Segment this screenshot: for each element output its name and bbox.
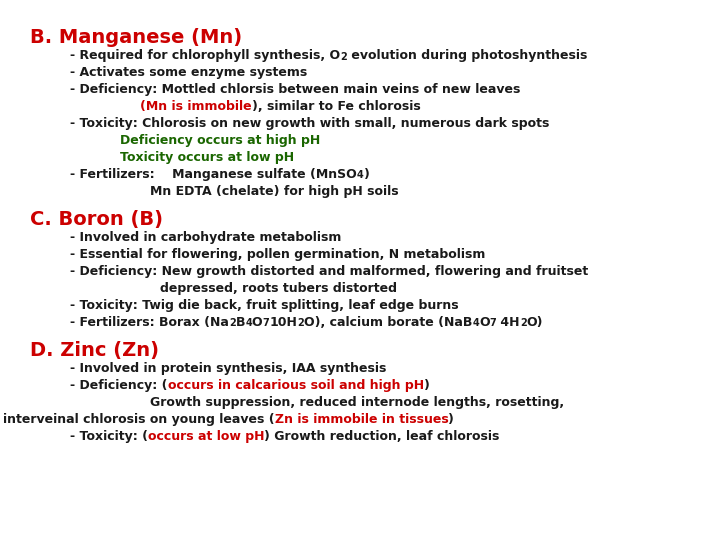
Text: 7: 7 — [263, 319, 269, 328]
Text: ): ) — [449, 413, 454, 426]
Text: occurs at low pH: occurs at low pH — [148, 430, 264, 443]
Text: evolution during photoshynthesis: evolution during photoshynthesis — [347, 49, 588, 62]
Text: C. Boron (B): C. Boron (B) — [30, 210, 163, 229]
Text: ): ) — [423, 379, 430, 392]
Text: 4: 4 — [472, 319, 479, 328]
Text: - Deficiency: (: - Deficiency: ( — [70, 379, 168, 392]
Text: - Fertilizers: Borax (Na: - Fertilizers: Borax (Na — [70, 316, 229, 329]
Text: B. Manganese (Mn): B. Manganese (Mn) — [30, 28, 242, 47]
Text: interveinal chlorosis on young leaves (: interveinal chlorosis on young leaves ( — [3, 413, 274, 426]
Text: 2: 2 — [297, 319, 304, 328]
Text: 7: 7 — [490, 319, 496, 328]
Text: ) Growth reduction, leaf chlorosis: ) Growth reduction, leaf chlorosis — [264, 430, 500, 443]
Text: - Toxicity: Twig die back, fruit splitting, leaf edge burns: - Toxicity: Twig die back, fruit splitti… — [70, 299, 459, 312]
Text: 2: 2 — [229, 319, 235, 328]
Text: - Activates some enzyme systems: - Activates some enzyme systems — [70, 66, 307, 79]
Text: - Essential for flowering, pollen germination, N metabolism: - Essential for flowering, pollen germin… — [70, 248, 485, 261]
Text: O: O — [252, 316, 263, 329]
Text: - Deficiency: New growth distorted and malformed, flowering and fruitset: - Deficiency: New growth distorted and m… — [70, 265, 588, 278]
Text: Zn is immobile in tissues: Zn is immobile in tissues — [274, 413, 449, 426]
Text: - Fertilizers:    Manganese sulfate (MnSO: - Fertilizers: Manganese sulfate (MnSO — [70, 168, 356, 181]
Text: 10H: 10H — [269, 316, 297, 329]
Text: D. Zinc (Zn): D. Zinc (Zn) — [30, 341, 159, 360]
Text: 4: 4 — [356, 171, 364, 180]
Text: 2: 2 — [340, 51, 347, 62]
Text: 2: 2 — [520, 319, 526, 328]
Text: depressed, roots tubers distorted: depressed, roots tubers distorted — [160, 282, 397, 295]
Text: - Deficiency: Mottled chlorsis between main veins of new leaves: - Deficiency: Mottled chlorsis between m… — [70, 83, 521, 96]
Text: - Toxicity: (: - Toxicity: ( — [70, 430, 148, 443]
Text: Toxicity occurs at low pH: Toxicity occurs at low pH — [120, 151, 294, 164]
Text: - Toxicity: Chlorosis on new growth with small, numerous dark spots: - Toxicity: Chlorosis on new growth with… — [70, 117, 549, 130]
Text: O): O) — [526, 316, 543, 329]
Text: 4H: 4H — [496, 316, 520, 329]
Text: occurs in calcarious soil and high pH: occurs in calcarious soil and high pH — [168, 379, 423, 392]
Text: 4: 4 — [245, 319, 252, 328]
Text: ): ) — [364, 168, 369, 181]
Text: - Involved in protein synthesis, IAA synthesis: - Involved in protein synthesis, IAA syn… — [70, 362, 387, 375]
Text: B: B — [235, 316, 245, 329]
Text: Growth suppression, reduced internode lengths, rosetting,: Growth suppression, reduced internode le… — [150, 396, 564, 409]
Text: Mn EDTA (chelate) for high pH soils: Mn EDTA (chelate) for high pH soils — [150, 185, 399, 198]
Text: - Involved in carbohydrate metabolism: - Involved in carbohydrate metabolism — [70, 231, 341, 244]
Text: ), similar to Fe chlorosis: ), similar to Fe chlorosis — [251, 100, 420, 113]
Text: O), calcium borate (NaB: O), calcium borate (NaB — [304, 316, 472, 329]
Text: Deficiency occurs at high pH: Deficiency occurs at high pH — [120, 134, 320, 147]
Text: - Required for chlorophyll synthesis, O: - Required for chlorophyll synthesis, O — [70, 49, 340, 62]
Text: (Mn is immobile: (Mn is immobile — [140, 100, 251, 113]
Text: O: O — [479, 316, 490, 329]
